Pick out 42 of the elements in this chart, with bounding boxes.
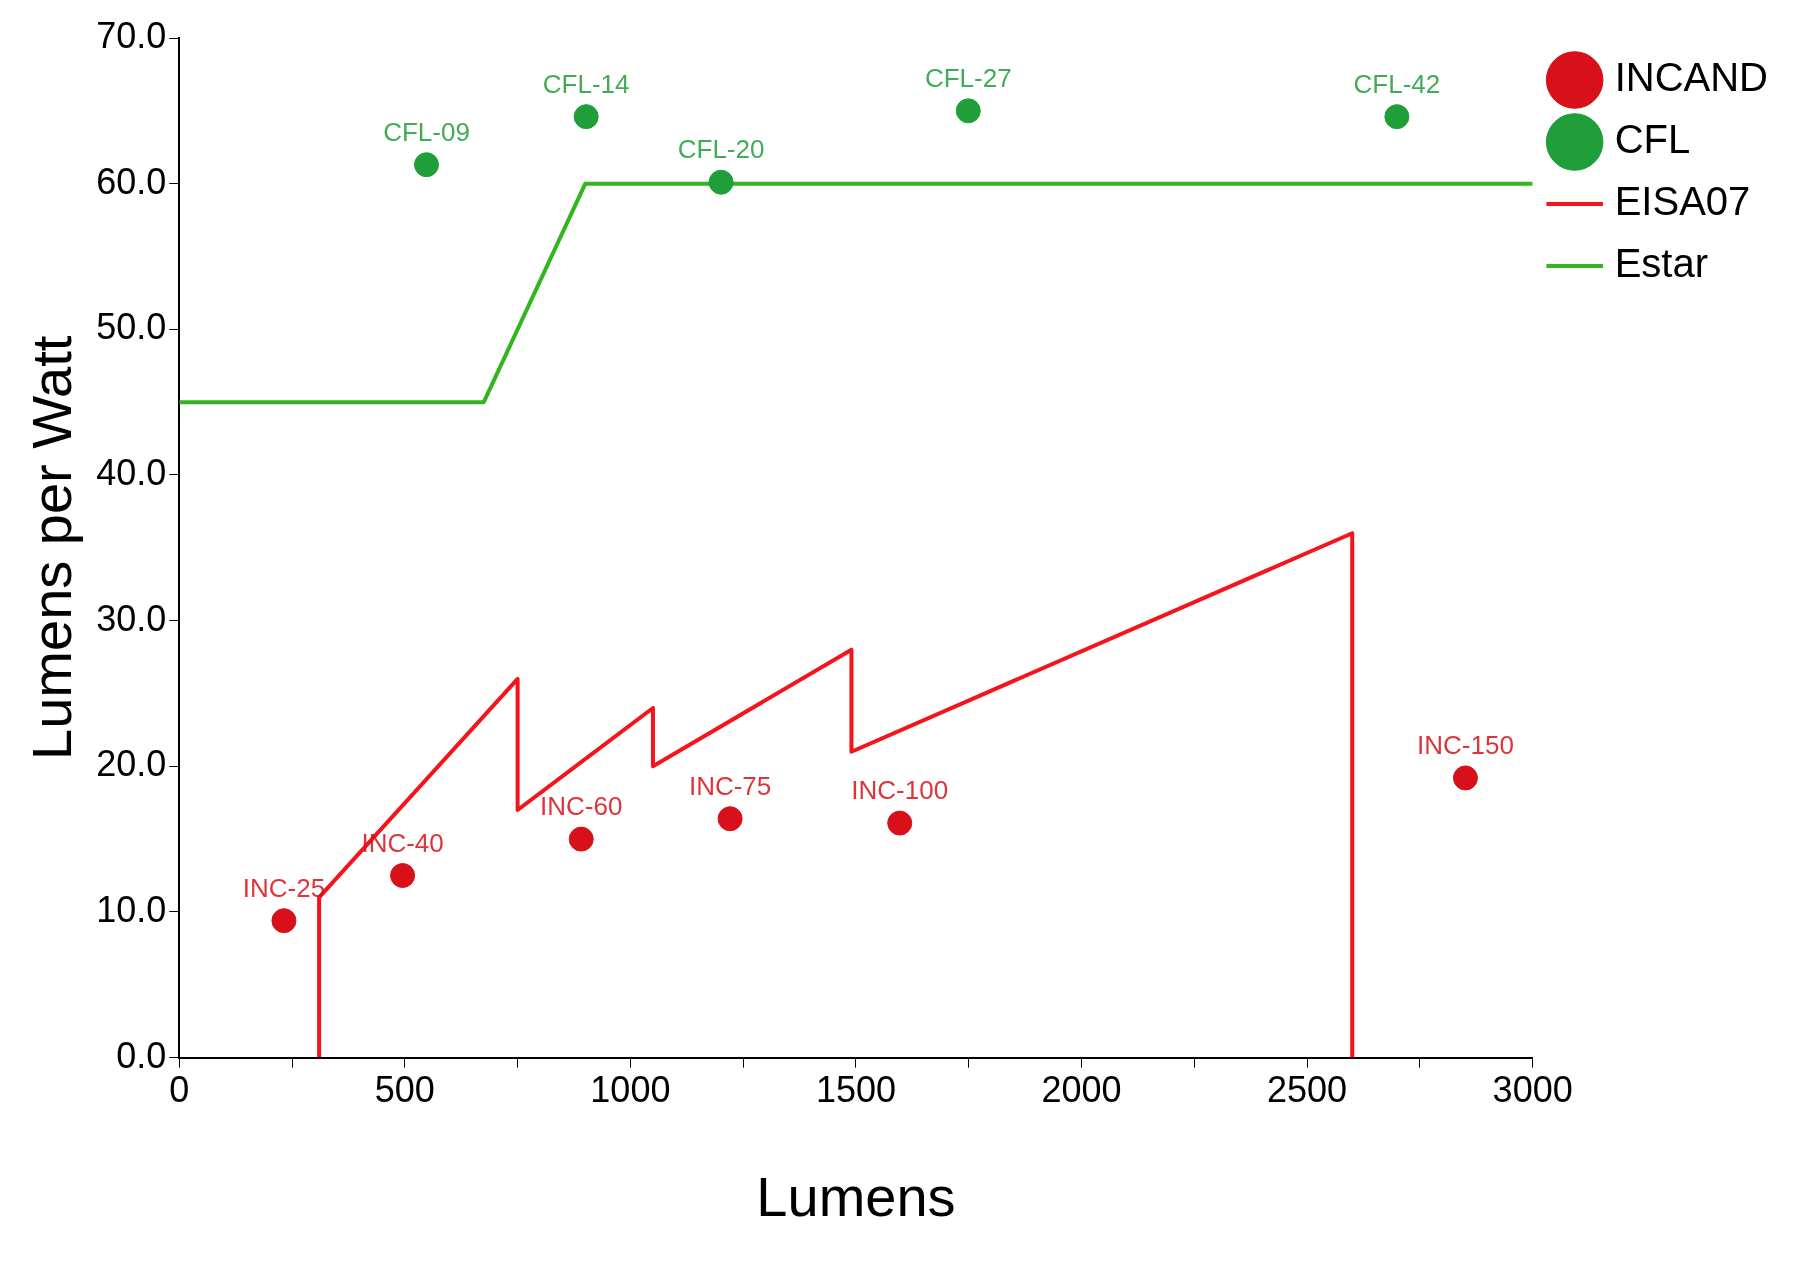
point	[955, 98, 981, 124]
point	[568, 826, 594, 852]
point	[271, 908, 297, 934]
annotation: CFL-14	[542, 68, 630, 99]
annotation: INC-150	[1417, 730, 1514, 761]
point	[1384, 104, 1410, 130]
x-tick-label: 1500	[815, 1069, 897, 1111]
annotation: CFL-09	[383, 116, 470, 147]
annotation: CFL-27	[924, 63, 1012, 93]
annotation: INC-25	[242, 872, 326, 903]
y-tick-label: 60.0	[96, 160, 167, 202]
x-tick-label: 1000	[590, 1069, 671, 1111]
y-tick-label: 70.0	[96, 14, 167, 56]
annotation: CFL-42	[1353, 68, 1441, 99]
x-tick-label: 2000	[1041, 1069, 1122, 1111]
point	[1452, 765, 1478, 791]
annotation: CFL-20	[677, 134, 765, 165]
y-tick-label: 20.0	[96, 743, 167, 785]
y-tick-label: 40.0	[96, 451, 167, 493]
annotation: INC-75	[688, 770, 772, 801]
annotation: INC-60	[540, 791, 623, 822]
y-tick-label: 30.0	[96, 597, 167, 639]
x-tick-label: 0	[169, 1069, 190, 1111]
point	[708, 169, 734, 195]
point	[887, 810, 913, 836]
point	[413, 152, 439, 178]
point	[573, 104, 599, 130]
annotation: INC-100	[851, 775, 949, 806]
x-tick-label: 3000	[1492, 1069, 1573, 1111]
point	[390, 863, 416, 889]
y-tick-label: 0.0	[116, 1034, 167, 1076]
y-tick-label: 10.0	[96, 888, 167, 930]
legend-label: INCAND	[1614, 55, 1768, 100]
x-axis-title: Lumens	[756, 1164, 956, 1228]
legend-label: EISA07	[1614, 179, 1751, 224]
y-axis-title: Lumens per Watt	[20, 335, 84, 760]
y-tick-label: 50.0	[96, 306, 167, 348]
x-tick-label: 2500	[1267, 1069, 1348, 1111]
legend-label: CFL	[1614, 117, 1691, 162]
point	[717, 806, 743, 832]
x-tick-label: 500	[374, 1069, 435, 1111]
legend-label: Estar	[1614, 241, 1709, 286]
